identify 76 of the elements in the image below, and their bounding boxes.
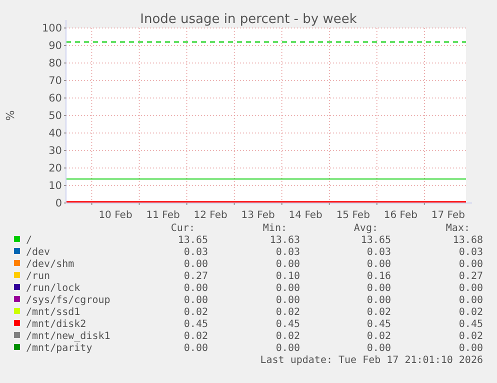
text: 0.00 [184,283,208,294]
text: 0.00 [366,283,391,294]
text: 0.10 [276,271,300,282]
y-tick-label: 30 [48,145,62,158]
text: Max: [446,223,470,234]
text: 0.00 [458,259,483,270]
text: 0.45 [458,319,483,330]
y-tick-label: 70 [48,75,62,88]
y-tick-label: 40 [48,128,62,140]
legend-label: / [26,235,32,246]
text: 0.03 [458,247,483,258]
text: 0.00 [458,295,483,306]
legend-label: /dev/shm [26,259,74,270]
x-tick-label: 12 Feb [194,210,228,221]
legend-label: /mnt/new_disk1 [26,331,110,342]
text: 0.45 [366,319,391,330]
x-tick-label: 17 Feb [431,210,465,221]
text: 13.63 [270,235,300,246]
text: 0.02 [366,331,391,342]
text: 0.02 [276,307,300,318]
legend-label: /mnt/disk2 [26,319,86,330]
x-tick-label: 15 Feb [336,210,370,221]
y-tick-label: 100 [42,22,62,35]
text: 0.02 [366,307,391,318]
text: 0.00 [276,283,300,294]
x-tick-label: 10 Feb [98,210,132,221]
text: 13.68 [452,235,483,246]
chart-title: Inode usage in percent - by week [140,12,358,27]
text: 0.02 [184,331,208,342]
legend-label: /run [26,271,50,282]
x-tick-label: 16 Feb [384,210,418,221]
text: 0.00 [366,259,391,270]
text: 0.00 [366,295,391,306]
text: 0.03 [184,247,208,258]
text: 0.00 [458,343,483,354]
text: 0.00 [184,295,208,306]
text: 0.00 [276,343,300,354]
text: 0.45 [276,319,300,330]
x-tick-label: 11 Feb [146,210,180,221]
text: Min: [262,223,287,234]
y-tick-label: 20 [48,162,62,175]
text: Avg: [354,223,378,234]
y-axis-title: % [4,110,17,121]
x-tick-label: 14 Feb [288,210,322,221]
text: 0.00 [366,343,391,354]
text: 0.00 [276,259,300,270]
text: Cur: [170,223,195,234]
legend-label: /mnt/ssd1 [26,307,80,318]
text: 0.16 [366,271,391,282]
text: 0.02 [276,331,300,342]
y-tick-label: 60 [48,92,62,105]
text: 0.02 [458,307,483,318]
x-tick-label: 13 Feb [241,210,275,221]
text: 0.02 [458,331,483,342]
text: 0.27 [458,271,483,282]
text: 0.02 [184,307,208,318]
text: 0.27 [184,271,208,282]
y-tick-label: 10 [48,180,62,192]
text: 13.65 [360,235,391,246]
text: 0.00 [276,295,300,306]
y-tick-label: 80 [48,58,62,70]
legend-label: /run/lock [26,283,80,294]
text: 0.03 [366,247,391,258]
text: 13.65 [178,235,208,246]
text: 0.00 [184,259,208,270]
legend-label: /sys/fs/cgroup [26,295,110,306]
text: Last update: Tue Feb 17 21:01:10 2026 [260,355,483,366]
y-tick-label: 0 [55,198,62,210]
text: 0.45 [184,319,208,330]
y-tick-label: 90 [48,40,62,52]
text: 0.00 [184,343,208,354]
text: 0.00 [458,283,483,294]
legend-label: /mnt/parity [26,343,92,354]
legend-label: /dev [26,247,50,258]
text: 0.03 [276,247,300,258]
y-tick-label: 50 [48,110,62,122]
